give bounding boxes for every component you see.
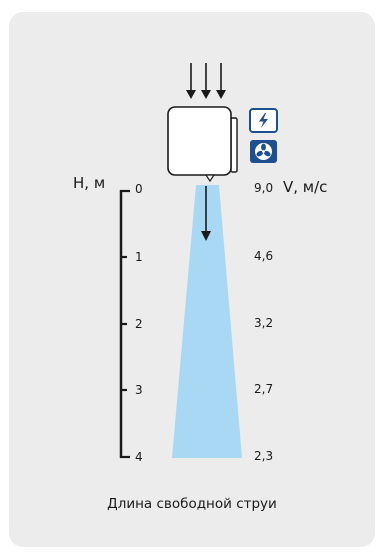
height-tick-1: 1 — [135, 250, 143, 264]
air-jet-cone — [172, 185, 242, 458]
lightning-icon — [249, 108, 278, 133]
velocity-value-1: 4,6 — [254, 249, 273, 263]
air-inflow-arrows — [186, 63, 226, 99]
height-tick-0: 0 — [135, 182, 143, 196]
velocity-value-4: 2,3 — [254, 449, 273, 463]
fan-icon — [250, 140, 277, 163]
velocity-axis-label: V, м/с — [283, 178, 327, 196]
height-axis-label: H, м — [73, 174, 105, 192]
diagram-caption: Длина свободной струи — [107, 496, 277, 512]
velocity-value-0: 9,0 — [254, 181, 273, 195]
height-tick-2: 2 — [135, 317, 143, 331]
height-tick-4: 4 — [135, 450, 143, 464]
velocity-value-3: 2,7 — [254, 382, 273, 396]
height-tick-3: 3 — [135, 383, 143, 397]
velocity-value-2: 3,2 — [254, 316, 273, 330]
air-heater-unit — [167, 106, 238, 183]
air-outflow-arrow — [201, 186, 211, 241]
height-axis — [119, 189, 130, 459]
